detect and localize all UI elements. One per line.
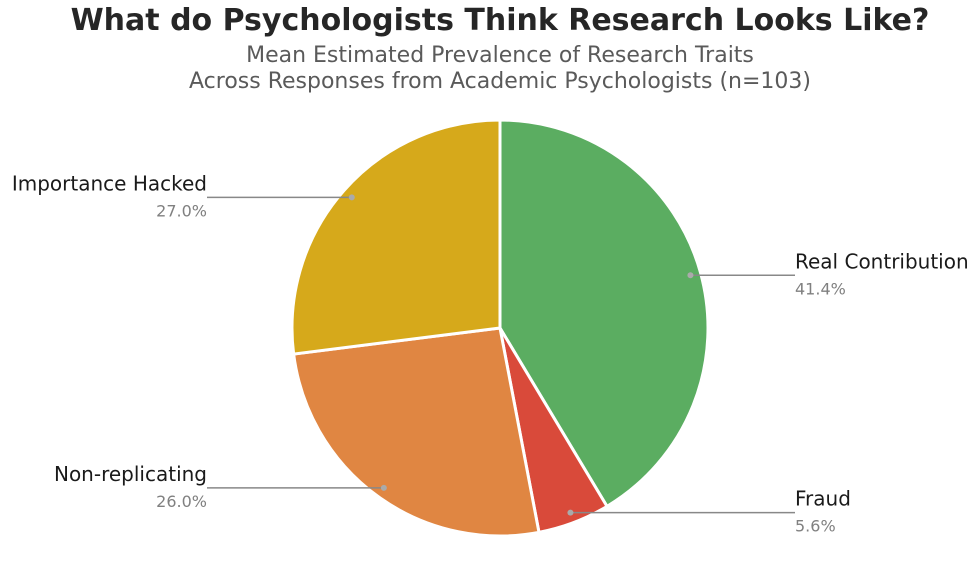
slice-value-label: 41.4% bbox=[795, 279, 846, 298]
slice-label: Fraud bbox=[795, 487, 851, 511]
slice-label: Real Contribution bbox=[795, 249, 969, 273]
leader-dot bbox=[380, 484, 387, 491]
slice-value-label: 5.6% bbox=[795, 517, 836, 536]
pie-slice bbox=[291, 326, 541, 538]
slice-value-label: 27.0% bbox=[156, 201, 207, 220]
leader-dot bbox=[348, 194, 355, 201]
pie-slice bbox=[498, 118, 710, 509]
chart-title: What do Psychologists Think Research Loo… bbox=[71, 3, 930, 38]
chart-subtitle: Mean Estimated Prevalence of Research Tr… bbox=[246, 43, 754, 68]
leader-dot bbox=[567, 509, 574, 516]
slice-label: Importance Hacked bbox=[12, 171, 207, 195]
leader-dot bbox=[687, 272, 694, 279]
chart-subtitle: Across Responses from Academic Psycholog… bbox=[189, 69, 811, 94]
pie-slice bbox=[290, 118, 502, 356]
slice-value-label: 26.0% bbox=[156, 492, 207, 511]
slice-label: Non-replicating bbox=[54, 462, 207, 486]
